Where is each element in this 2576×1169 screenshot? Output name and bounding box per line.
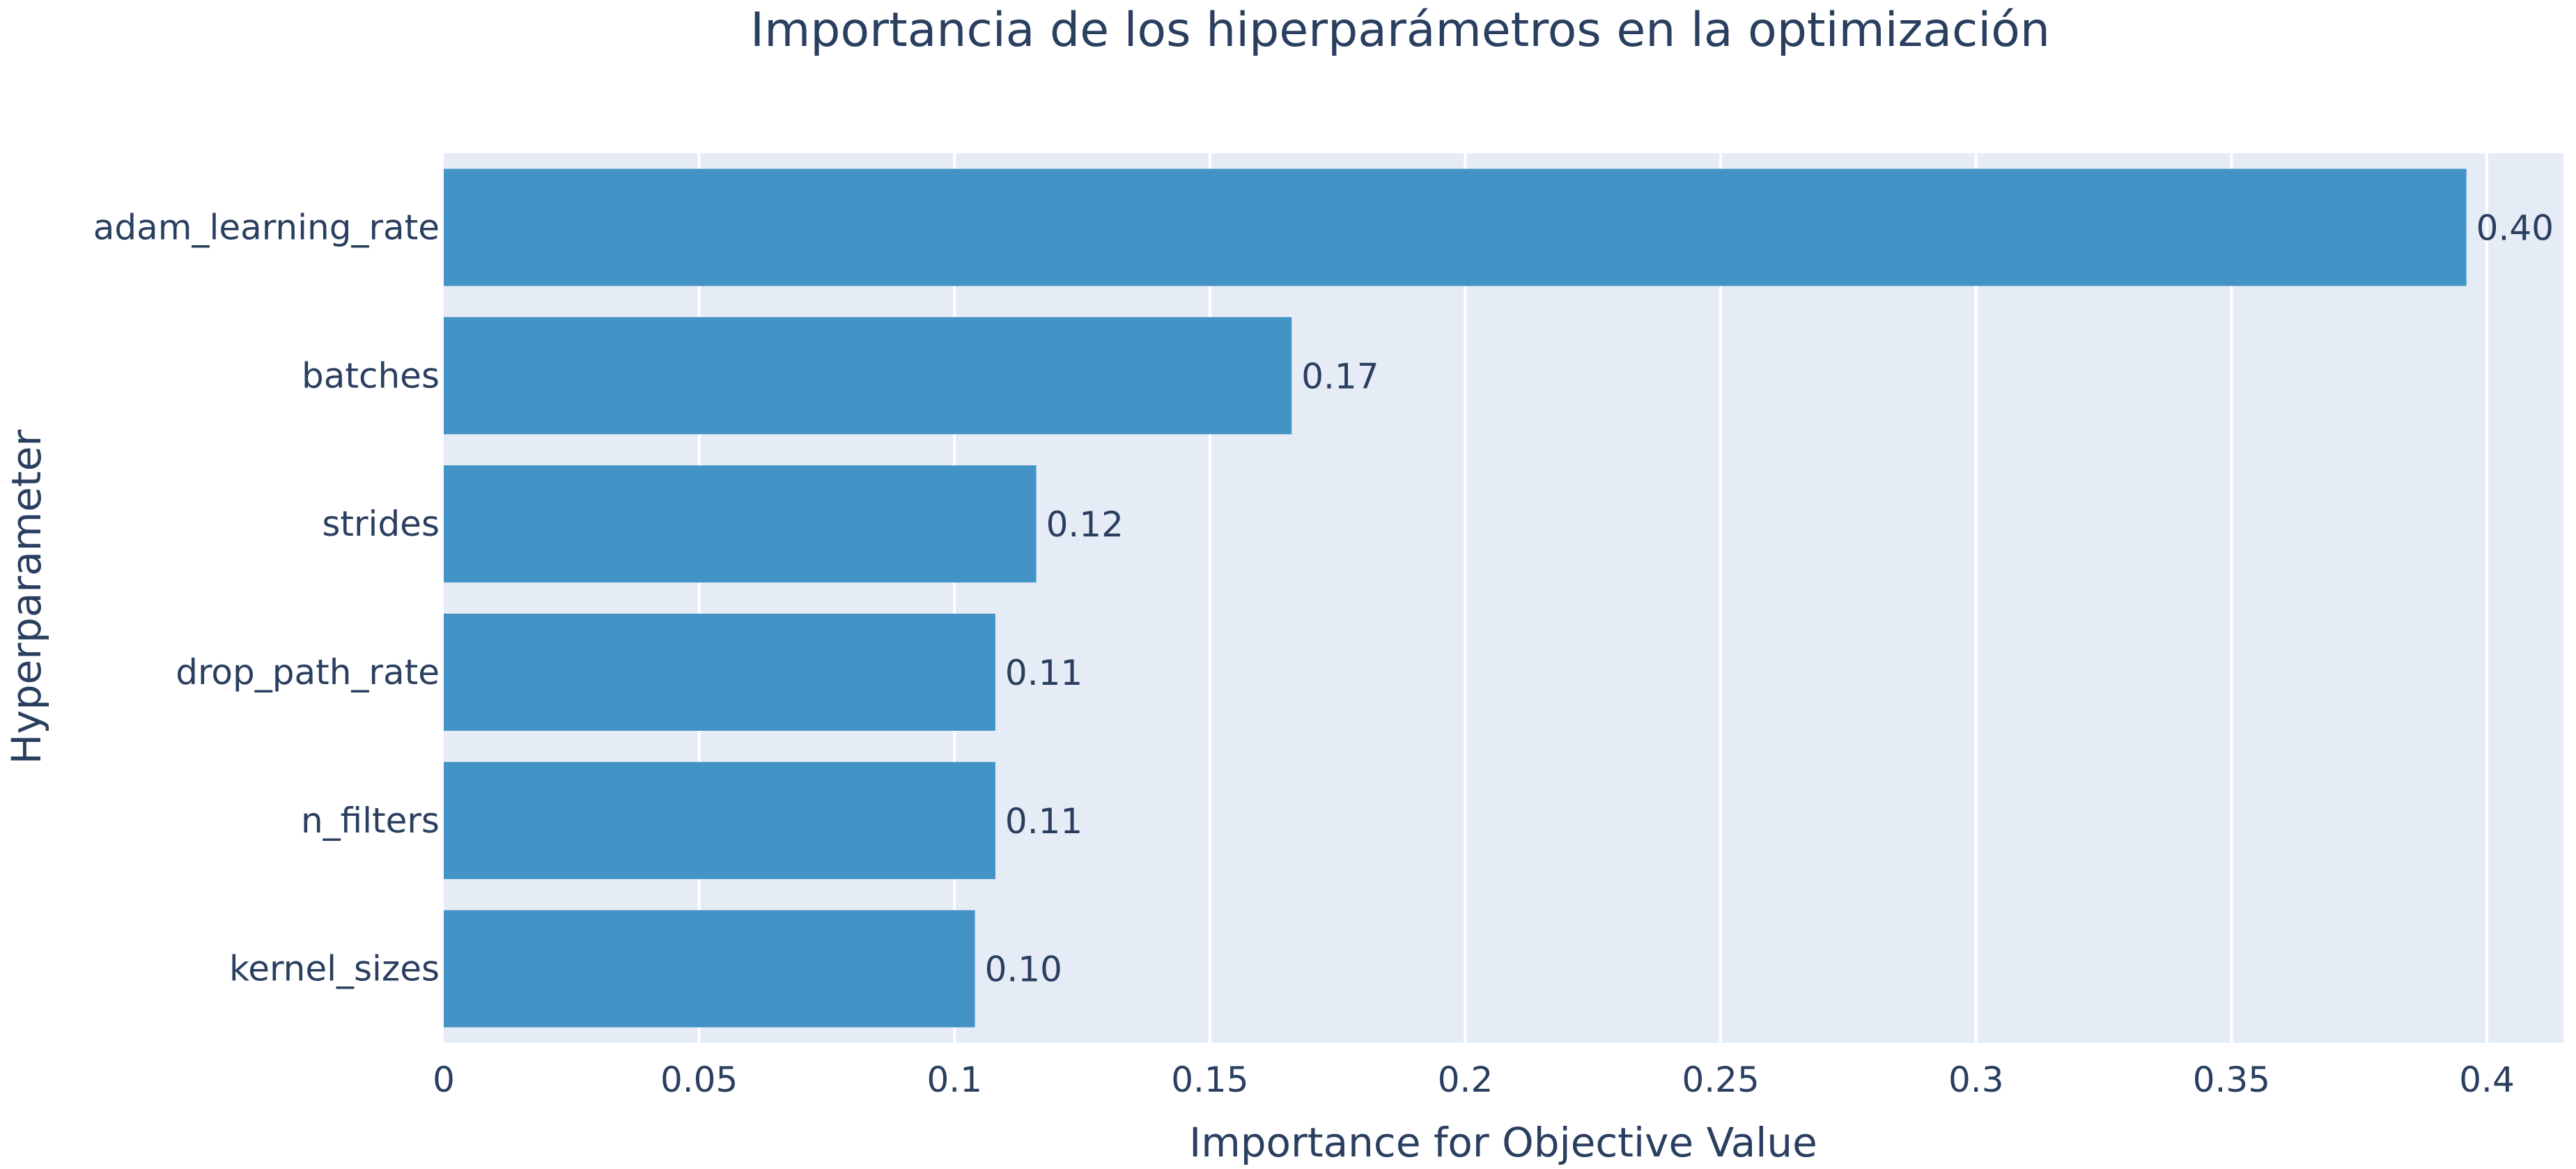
bar-n-filters xyxy=(444,761,995,879)
bar-value-label: 0.11 xyxy=(1005,653,1083,693)
bar-value-label: 0.11 xyxy=(1005,801,1083,842)
y-tick-label: n_filters xyxy=(301,800,440,841)
x-tick-label: 0 xyxy=(433,1060,455,1100)
bar-batches xyxy=(444,317,1292,435)
bar-drop-path-rate xyxy=(444,613,995,731)
y-tick-label: adam_learning_rate xyxy=(93,207,440,247)
x-tick-label: 0.3 xyxy=(1948,1060,2004,1100)
x-axis-tick-labels: 0 0.05 0.1 0.15 0.2 0.25 0.3 0.35 0.4 xyxy=(433,1060,2515,1100)
plot-area xyxy=(444,153,2563,1043)
x-tick-label: 0.35 xyxy=(2193,1060,2270,1100)
bar-value-label: 0.40 xyxy=(2476,208,2554,248)
bars xyxy=(444,169,2467,1028)
y-tick-label: kernel_sizes xyxy=(229,949,440,989)
x-tick-label: 0.25 xyxy=(1682,1060,1759,1100)
y-tick-label: batches xyxy=(302,355,440,396)
bar-kernel-sizes xyxy=(444,910,975,1028)
x-axis-title: Importance for Objective Value xyxy=(1189,1119,1817,1166)
x-tick-label: 0.1 xyxy=(926,1060,982,1100)
y-tick-label: drop_path_rate xyxy=(176,652,440,692)
x-tick-label: 0.4 xyxy=(2459,1060,2515,1100)
bar-value-label: 0.17 xyxy=(1301,356,1379,396)
chart-title: Importancia de los hiperparámetros en la… xyxy=(750,3,2050,58)
gridlines xyxy=(697,153,2489,1043)
data-labels: 0.40 0.17 0.12 0.11 0.11 0.10 xyxy=(985,208,2554,989)
bar-value-label: 0.10 xyxy=(985,950,1062,990)
x-tick-label: 0.15 xyxy=(1171,1060,1248,1100)
bar-value-label: 0.12 xyxy=(1046,504,1124,545)
bar-adam-learning-rate xyxy=(444,169,2467,286)
bar-strides xyxy=(444,465,1037,583)
x-tick-label: 0.2 xyxy=(1438,1060,1493,1100)
x-tick-label: 0.05 xyxy=(660,1060,738,1100)
y-tick-label: strides xyxy=(322,504,440,544)
y-axis-title: Hyperparameter xyxy=(3,430,50,765)
